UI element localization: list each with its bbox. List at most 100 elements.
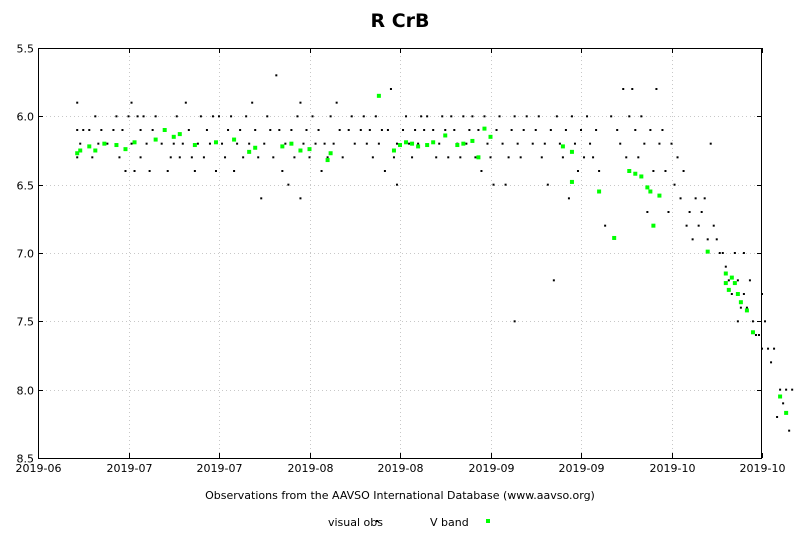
visual-obs-point: [82, 129, 85, 131]
visual-obs-point: [239, 129, 242, 131]
visual-obs-point: [730, 293, 733, 295]
visual-obs-point: [745, 306, 748, 309]
visual-obs-point: [573, 142, 576, 145]
visual-obs-point: [770, 361, 773, 364]
visual-obs-point: [432, 129, 435, 131]
v-band-point: [569, 179, 574, 184]
visual-obs-point: [151, 129, 154, 131]
x-tick-label: 2019-07: [197, 462, 243, 475]
v-band-point: [633, 171, 638, 176]
visual-obs-point: [386, 129, 389, 131]
visual-obs-point: [776, 416, 779, 418]
visual-obs-point: [724, 265, 727, 268]
visual-obs-point: [558, 142, 561, 145]
v-band-point: [482, 126, 487, 131]
visual-obs-point: [450, 115, 453, 118]
visual-obs-point: [465, 142, 468, 145]
visual-obs-point: [516, 142, 519, 145]
visual-obs-point: [317, 129, 320, 131]
v-band-point: [87, 144, 92, 149]
visual-obs-point: [691, 238, 694, 241]
v-band-point: [461, 141, 466, 146]
visual-obs-point: [742, 293, 745, 295]
visual-obs-point: [655, 88, 658, 90]
v-band-point: [114, 143, 119, 148]
v-band-point: [645, 185, 650, 190]
visual-obs-point: [224, 156, 227, 159]
visual-obs-point: [205, 129, 208, 131]
visual-obs-point: [230, 115, 233, 118]
v-band-point: [93, 148, 98, 153]
visual-obs-point: [139, 156, 142, 159]
visual-obs-point: [604, 224, 607, 227]
v-band-point: [398, 143, 402, 148]
x-tick-label: 2019-08: [378, 462, 424, 475]
visual-obs-point: [700, 211, 703, 213]
visual-obs-point: [706, 238, 709, 241]
visual-obs-point: [299, 197, 302, 200]
v-band-point: [431, 140, 436, 145]
visual-obs-point: [622, 88, 625, 90]
visual-obs-point: [233, 170, 236, 172]
visual-obs-point: [278, 129, 281, 131]
visual-obs-point: [420, 115, 423, 118]
visual-obs-point: [133, 170, 136, 172]
visual-obs-point: [670, 142, 673, 145]
v-band-point: [410, 141, 415, 146]
visual-obs-series: [76, 74, 794, 432]
visual-obs-point: [764, 320, 767, 323]
visual-obs-point: [525, 115, 528, 118]
visual-obs-point: [272, 156, 275, 159]
visual-obs-point: [576, 170, 579, 172]
v-band-point: [750, 330, 755, 335]
visual-obs-point: [88, 129, 91, 131]
visual-obs-point: [685, 224, 688, 227]
visual-obs-point: [320, 170, 323, 172]
visual-obs-point: [438, 142, 441, 145]
v-band-point: [744, 308, 749, 313]
visual-obs-point: [218, 115, 220, 118]
visual-obs-point: [236, 142, 239, 145]
visual-obs-point: [447, 156, 450, 159]
visual-obs-point: [227, 129, 230, 131]
visual-obs-point: [193, 170, 196, 172]
x-axis: 2019-06 2019-07 2019-07 2019-08 2019-08 2019-…: [16, 48, 785, 475]
visual-obs-point: [411, 156, 414, 159]
visual-obs-point: [628, 115, 631, 118]
x-axis-label: Observations from the AAVSO Internationa…: [205, 489, 595, 502]
x-tick-label: 2019-06: [16, 462, 62, 475]
x-tick-label: 2019-10: [650, 462, 696, 475]
visual-obs-point: [486, 142, 489, 145]
visual-obs-point: [462, 115, 465, 118]
v-band-point: [648, 189, 653, 194]
v-band-point: [488, 134, 493, 139]
visual-obs-point: [338, 129, 341, 131]
visual-obs-point: [380, 129, 383, 131]
chart-title: R CrB: [370, 10, 429, 32]
visual-obs-point: [293, 156, 296, 159]
visual-obs-point: [284, 142, 287, 145]
v-band-point: [657, 193, 662, 198]
visual-obs-point: [202, 156, 205, 159]
v-band-point: [569, 149, 574, 154]
v-band-point: [627, 169, 632, 173]
visual-obs-point: [335, 101, 338, 104]
visual-obs-point: [736, 279, 739, 282]
visual-obs-point: [112, 129, 115, 131]
v-band-point: [280, 144, 285, 149]
visual-obs-point: [567, 197, 570, 200]
visual-obs-point: [510, 129, 513, 131]
visual-obs-point: [459, 156, 462, 159]
v-band-point: [132, 140, 137, 145]
visual-obs-point: [254, 129, 257, 131]
visual-obs-point: [709, 142, 712, 145]
visual-obs-point: [682, 170, 685, 172]
visual-obs-point: [592, 156, 595, 159]
visual-obs-point: [124, 170, 127, 172]
visual-obs-point: [362, 115, 365, 118]
visual-obs-point: [748, 279, 751, 282]
v-band-point: [177, 132, 182, 137]
visual-obs-point: [522, 129, 525, 131]
visual-obs-point: [178, 156, 181, 159]
visual-obs-point: [742, 252, 745, 254]
